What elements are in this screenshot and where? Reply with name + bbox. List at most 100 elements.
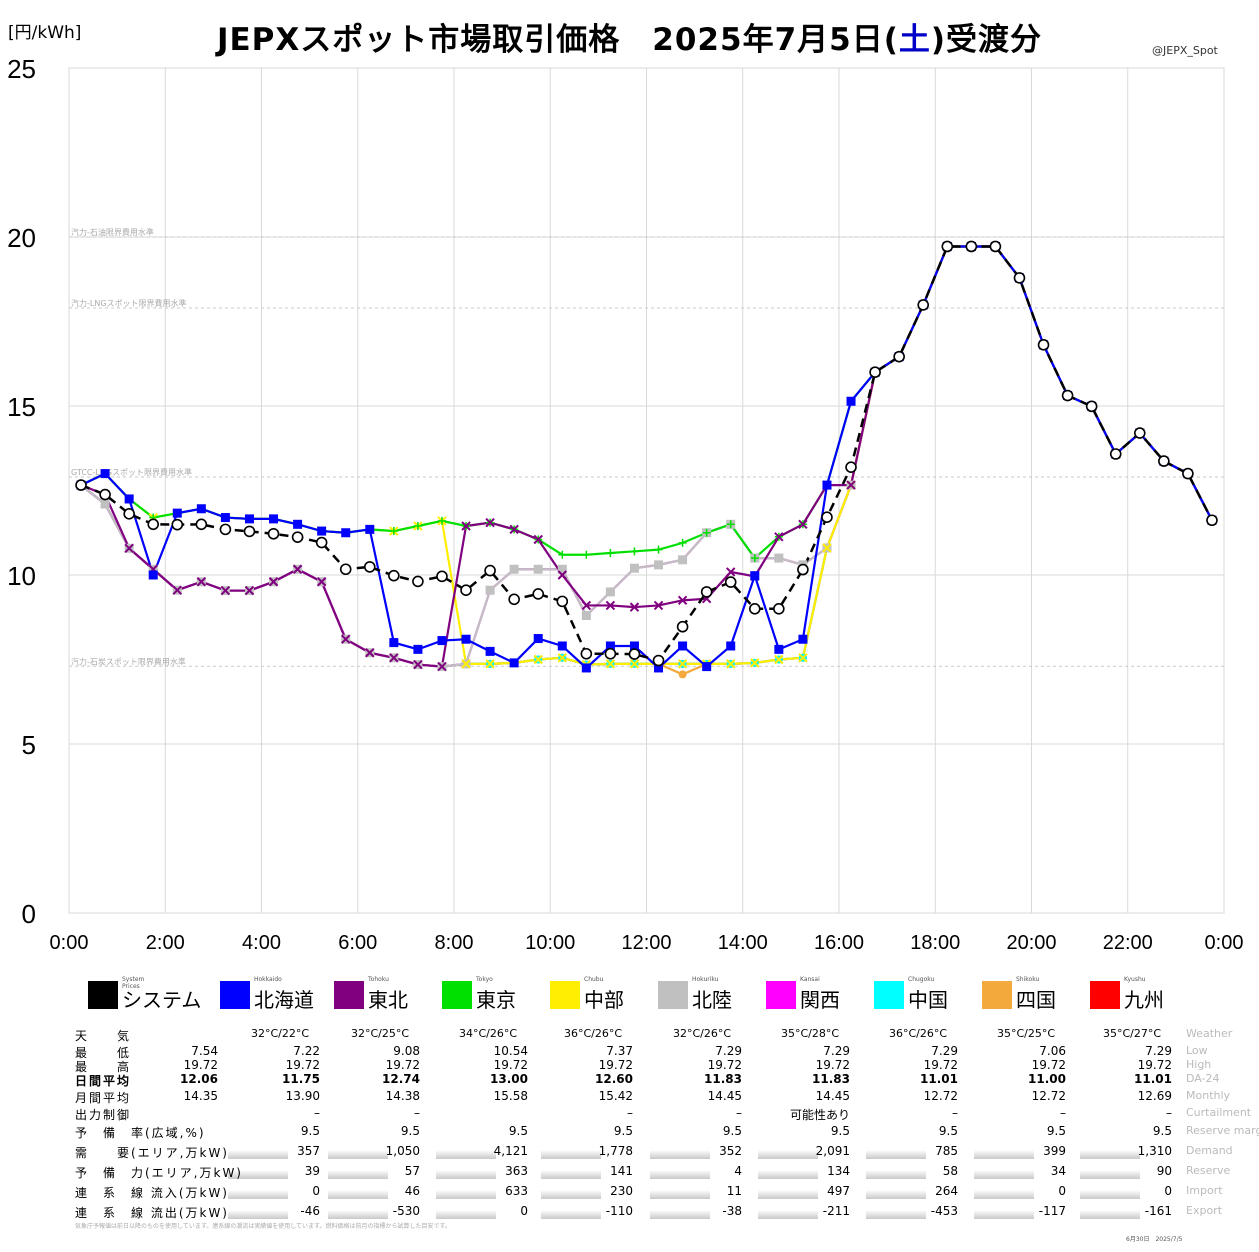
sparkline-bar: [974, 1150, 1034, 1159]
sparkline-bar: [541, 1170, 601, 1179]
x-tick-label: 18:00: [910, 932, 960, 954]
point-system: [580, 647, 593, 660]
cell-curtailment: –: [736, 1106, 742, 1120]
point-hokkaido: [293, 519, 303, 529]
cell-export: -530: [392, 1204, 420, 1218]
point-tohoku: [846, 480, 856, 490]
sparkline-bar: [758, 1210, 818, 1219]
point-system: [1037, 339, 1050, 351]
point-tohoku: [509, 524, 519, 535]
reference-line-label: 汽力-石油限界費用水準: [71, 227, 154, 237]
point-system: [171, 518, 184, 531]
point-tohoku: [172, 585, 182, 595]
cell-daily_avg: 11.00: [1028, 1072, 1066, 1086]
point-hokuriku: [533, 564, 543, 574]
sparkline-bar: [228, 1190, 288, 1199]
weather-cell: 35°C/27°C: [1102, 1027, 1162, 1040]
point-system: [1182, 467, 1194, 480]
point-tohoku: [533, 534, 543, 545]
cell-high: 19.72: [815, 1058, 850, 1072]
point-tohoku: [581, 600, 592, 611]
cell-monthly_avg: 15.58: [493, 1089, 528, 1103]
point-tokyo: [413, 521, 422, 530]
weather-cell: 36°C/26°C: [563, 1027, 623, 1040]
x-tick-label: 2:00: [146, 932, 185, 954]
row-label-en: Reserve: [1186, 1164, 1231, 1177]
point-hokuriku: [654, 560, 664, 570]
sparkline-bar: [650, 1210, 710, 1219]
cell-low: 7.29: [715, 1044, 742, 1058]
point-tokyo: [558, 550, 567, 559]
point-system: [99, 488, 111, 501]
point-system: [628, 648, 641, 660]
point-tohoku: [557, 570, 567, 580]
point-hokkaido: [485, 646, 495, 656]
row-label: 需 要(エリア,万kW): [75, 1146, 229, 1160]
sparkline-bar: [1080, 1190, 1140, 1199]
cell-reserve_margin: 9.5: [613, 1124, 633, 1138]
sparkline-bar: [328, 1210, 388, 1219]
row-label-en: Curtailment: [1186, 1106, 1252, 1119]
point-tohoku: [365, 648, 375, 658]
point-hokkaido: [196, 504, 206, 514]
cell-monthly_avg: 14.35: [183, 1089, 218, 1103]
point-tokyo: [750, 554, 759, 563]
cell-reserve_margin: 9.5: [830, 1124, 850, 1138]
point-system: [508, 593, 520, 606]
point-tohoku: [605, 600, 616, 611]
point-hokkaido: [726, 641, 736, 651]
cell-curtailment: 可能性あり: [789, 1108, 850, 1122]
point-system: [556, 595, 569, 608]
row-label: 日間平均: [75, 1074, 132, 1088]
sparkline-bar: [228, 1150, 288, 1159]
chart-title: JEPXスポット市場取引価格 2025年7月5日(土)受渡分: [216, 22, 1043, 58]
point-system: [243, 525, 256, 538]
point-hokuriku: [100, 499, 110, 509]
weather-cell: 35°C/28°C: [780, 1027, 840, 1040]
cell-export: -453: [930, 1204, 958, 1218]
point-hokkaido: [629, 641, 639, 651]
point-system: [195, 518, 208, 531]
x-tick-label: 16:00: [814, 932, 864, 954]
x-tick-label: 22:00: [1103, 932, 1153, 954]
sparkline-bar: [650, 1150, 710, 1159]
point-tokyo: [654, 545, 663, 554]
sparkline-bar: [436, 1150, 496, 1159]
point-system: [676, 620, 689, 633]
point-hokuriku: [774, 553, 784, 563]
sparkline-bar: [974, 1190, 1034, 1199]
cell-daily_avg: 11.01: [920, 1072, 958, 1086]
y-tick-label: 20: [7, 223, 36, 253]
cell-curtailment: –: [1060, 1106, 1066, 1120]
point-system: [652, 654, 665, 667]
point-system: [941, 240, 954, 253]
point-system: [700, 586, 713, 598]
point-hokkaido: [172, 508, 182, 518]
cell-reserve_margin: 9.5: [400, 1124, 420, 1138]
point-tohoku: [196, 577, 207, 587]
point-tohoku: [244, 585, 255, 596]
cell-reserve_margin: 9.5: [508, 1124, 528, 1138]
cell-high: 19.72: [1137, 1058, 1172, 1072]
sparkline-bar: [1080, 1150, 1140, 1159]
point-system: [339, 563, 352, 576]
sparkline-bar: [650, 1190, 710, 1199]
mini-legend: 6月30日 2025/7/5: [1126, 1236, 1183, 1243]
cell-reserve: 39: [304, 1164, 320, 1178]
point-tokyo: [702, 528, 711, 537]
point-system: [821, 511, 833, 524]
row-label-en: High: [1186, 1058, 1212, 1071]
point-hokkaido: [750, 571, 760, 581]
cell-demand: 4,121: [493, 1144, 528, 1158]
row-label: 最 高: [75, 1060, 132, 1074]
cell-curtailment: –: [414, 1106, 420, 1120]
sparkline-bar: [436, 1190, 496, 1199]
credit-handle: @JEPX_Spot: [1152, 44, 1218, 57]
point-system: [1206, 514, 1218, 527]
point-hokuriku: [485, 585, 495, 595]
cell-import: 230: [610, 1184, 633, 1198]
row-label: 連 系 線 流出(万kW): [75, 1206, 229, 1220]
weather-cell: 35°C/25°C: [996, 1027, 1056, 1040]
cell-curtailment: –: [314, 1106, 320, 1120]
cell-demand: 357: [297, 1144, 320, 1158]
